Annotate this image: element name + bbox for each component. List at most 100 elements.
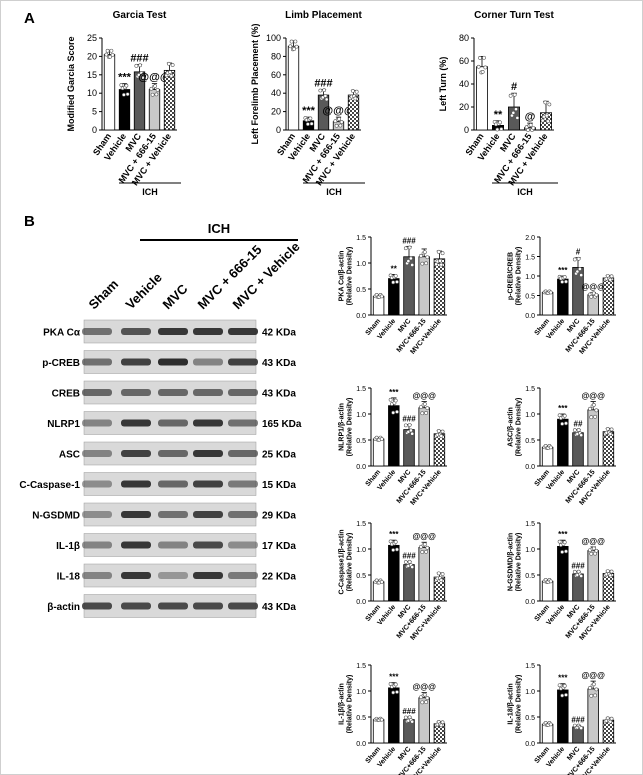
- data-point: [546, 119, 550, 124]
- y-tick-label: 0.0: [356, 313, 366, 320]
- data-point: [557, 539, 562, 544]
- bar: [572, 573, 584, 602]
- y-tick-label: 1.5: [356, 386, 366, 393]
- significance-label: @@@: [322, 105, 354, 117]
- significance-label: ###: [130, 52, 148, 64]
- data-point: [139, 71, 144, 75]
- data-point: [588, 686, 592, 690]
- data-point: [483, 65, 488, 70]
- data-point: [338, 123, 343, 128]
- y-axis-label-line: ASC/β-actin: [508, 407, 515, 447]
- data-point: [436, 249, 441, 254]
- data-point: [439, 434, 444, 438]
- y-axis-label: C-Caspase1/β-actin(Relative Density): [339, 530, 354, 595]
- blot-band: [193, 450, 223, 457]
- significance-label: @@@: [412, 532, 436, 541]
- data-point: [544, 113, 549, 118]
- blot-band: [158, 450, 188, 457]
- chart-1: Garcia Test 0 5 10 15 20 25 Modified Garcia Sco…: [66, 10, 181, 197]
- data-point: [406, 259, 411, 264]
- data-point: [579, 273, 584, 278]
- data-point: [575, 269, 580, 274]
- data-point: [138, 63, 143, 68]
- y-tick-label: 60: [459, 56, 469, 66]
- y-tick-label: 1.5: [356, 235, 366, 242]
- data-point: [422, 402, 427, 406]
- data-point: [512, 92, 517, 97]
- data-point: [323, 94, 328, 98]
- data-point: [572, 428, 577, 433]
- significance-label: #: [511, 81, 517, 93]
- bar: [418, 407, 430, 467]
- data-point: [439, 723, 444, 728]
- data-point: [560, 550, 565, 554]
- data-point: [480, 69, 485, 74]
- data-point: [425, 696, 430, 700]
- blot-band: [82, 358, 112, 366]
- y-tick-label: 20: [271, 107, 281, 117]
- data-point: [322, 88, 327, 93]
- blot-band: [228, 389, 258, 396]
- protein-label: N-GSDMD: [32, 511, 80, 522]
- data-point: [440, 572, 445, 576]
- data-point: [170, 63, 175, 67]
- data-point: [439, 262, 444, 267]
- y-axis-label: ASC/β-actin(Relative Density): [508, 398, 523, 457]
- blot-band: [158, 358, 188, 366]
- bar: [433, 258, 446, 316]
- data-point: [609, 716, 614, 721]
- blot-band: [158, 602, 188, 610]
- data-point: [576, 256, 581, 261]
- blot-band: [193, 541, 223, 549]
- band-size-label: 29 KDa: [262, 511, 296, 522]
- data-point: [572, 257, 577, 262]
- protein-label: CREB: [52, 389, 80, 400]
- protein-label: C-Caspase-1: [19, 480, 80, 491]
- significance-label: ***: [389, 673, 399, 682]
- band-size-label: 42 KDa: [262, 328, 296, 339]
- y-axis-label-line: (Relative Density): [515, 675, 522, 734]
- data-point: [564, 421, 568, 426]
- data-point: [422, 542, 427, 547]
- data-point: [104, 52, 109, 57]
- data-point: [548, 579, 553, 584]
- data-point: [572, 569, 577, 574]
- data-point: [354, 89, 359, 94]
- data-point: [350, 89, 355, 93]
- data-point: [588, 406, 592, 411]
- data-point: [578, 267, 582, 271]
- data-point: [109, 48, 114, 53]
- data-point: [391, 280, 396, 285]
- blot-band: [121, 602, 151, 610]
- bar: [541, 446, 554, 467]
- y-tick-label: 40: [271, 88, 281, 98]
- data-point: [562, 683, 567, 688]
- blot-row: N-GSDMD 29 KDa: [32, 502, 296, 527]
- y-tick-label: 0: [464, 125, 469, 135]
- data-point: [422, 250, 427, 255]
- y-tick-label: 1.0: [525, 689, 535, 696]
- blot-band: [82, 389, 112, 396]
- data-point: [478, 56, 482, 60]
- y-tick-label: 15: [87, 70, 97, 80]
- y-axis-label-line: (Relative Density): [515, 247, 522, 306]
- y-tick-label: 1.5: [525, 663, 535, 670]
- band-size-label: 15 KDa: [262, 480, 296, 491]
- blot-band: [228, 480, 258, 488]
- protein-label: IL-18: [57, 572, 81, 583]
- y-tick-label: 100: [266, 33, 281, 43]
- data-point: [609, 569, 614, 574]
- significance-label: @@@: [412, 683, 436, 692]
- bar: [602, 719, 615, 744]
- data-point: [562, 413, 567, 418]
- blot-band: [158, 541, 188, 549]
- blot-band: [121, 450, 151, 457]
- data-point: [409, 428, 413, 433]
- blot-band: [158, 480, 188, 488]
- y-tick-label: 40: [459, 79, 469, 89]
- blot-band: [228, 450, 258, 457]
- data-point: [105, 48, 110, 53]
- y-tick-label: 1.5: [525, 255, 535, 262]
- y-tick-label: 0.0: [525, 313, 535, 320]
